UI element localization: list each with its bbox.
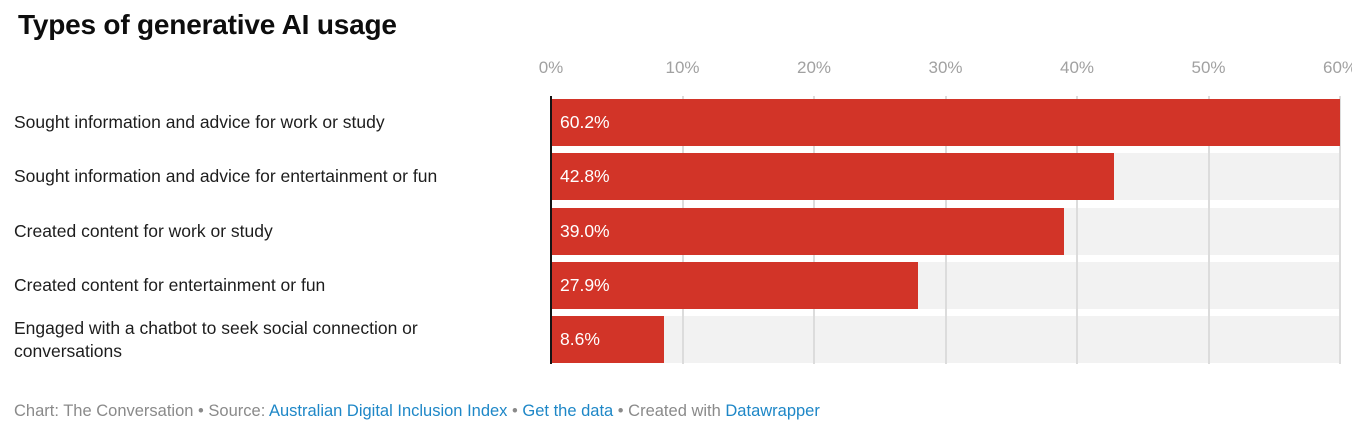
footer-separator: • <box>193 402 209 420</box>
x-axis-zero-line <box>550 96 552 364</box>
value-label: 39.0% <box>560 221 610 241</box>
x-axis-tick: 40% <box>1059 58 1095 77</box>
footer-source-label: Source: <box>208 402 269 420</box>
category-label: Engaged with a chatbot to seek social co… <box>14 317 418 361</box>
get-data-link[interactable]: Get the data <box>522 402 614 420</box>
category-label: Created content for entertainment or fun <box>14 275 326 295</box>
bar[interactable]: 60.2% <box>551 99 1340 146</box>
footer-chart-credit: Chart: The Conversation <box>14 402 194 420</box>
bar[interactable]: 27.9% <box>551 262 918 309</box>
value-label: 60.2% <box>560 112 610 132</box>
footer: Chart: The Conversation • Source: Austra… <box>14 402 820 421</box>
x-axis-tick: 60% <box>1322 58 1352 77</box>
category-label: Sought information and advice for work o… <box>14 112 385 132</box>
bar[interactable]: 39.0% <box>551 208 1064 255</box>
value-label: 27.9% <box>560 275 610 295</box>
x-axis-tick: 10% <box>665 58 700 77</box>
gridline <box>1339 96 1341 364</box>
x-axis-tick: 20% <box>796 58 832 77</box>
x-axis-tick: 50% <box>1191 58 1226 77</box>
value-label: 42.8% <box>560 166 610 186</box>
x-axis-tick: 0% <box>538 58 564 77</box>
footer-created-with: Created with <box>628 402 726 420</box>
gridline <box>1076 96 1078 364</box>
footer-separator: • <box>507 402 523 420</box>
gridline <box>1207 96 1210 364</box>
chart-title: Types of generative AI usage <box>18 9 397 40</box>
bar[interactable]: 8.6% <box>551 316 664 363</box>
source-link[interactable]: Australian Digital Inclusion Index <box>268 402 508 420</box>
value-label: 8.6% <box>560 329 600 349</box>
bar[interactable]: 42.8% <box>551 153 1114 200</box>
x-axis-tick: 30% <box>928 58 963 77</box>
category-label: Created content for work or study <box>14 221 273 241</box>
footer-separator: • <box>613 402 629 420</box>
datawrapper-link[interactable]: Datawrapper <box>725 402 820 420</box>
category-label: Sought information and advice for entert… <box>14 166 438 186</box>
